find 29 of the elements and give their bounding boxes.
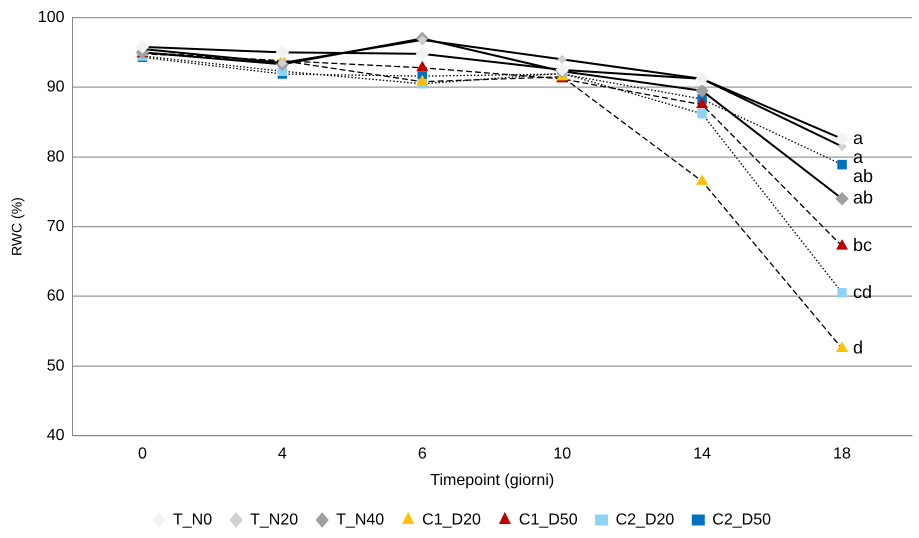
legend-label: C2_D20 bbox=[616, 511, 674, 528]
annotation: ab bbox=[853, 166, 874, 186]
x-tick-label: 4 bbox=[278, 446, 287, 463]
annotation: bc bbox=[853, 235, 872, 256]
y-tick-label: 50 bbox=[46, 357, 65, 374]
x-tick-label: 14 bbox=[693, 446, 712, 463]
legend-label: C1_D50 bbox=[518, 511, 578, 528]
y-tick-label: 60 bbox=[46, 288, 65, 305]
x-axis-title: Timepoint (giorni) bbox=[430, 472, 554, 489]
annotation: ab bbox=[853, 188, 874, 208]
annotation: a bbox=[853, 146, 864, 167]
legend-label: T_N40 bbox=[336, 511, 384, 528]
x-tick-label: 6 bbox=[418, 446, 427, 463]
y-tick-label: 90 bbox=[46, 78, 65, 96]
y-tick-label: 70 bbox=[46, 218, 65, 236]
x-tick-label: 10 bbox=[553, 446, 572, 463]
annotation: a bbox=[853, 128, 864, 148]
legend-label: C2_D50 bbox=[712, 511, 772, 528]
x-tick-label: 0 bbox=[138, 446, 147, 463]
legend-label: T_N0 bbox=[173, 511, 212, 528]
x-tick-label: 18 bbox=[833, 446, 852, 463]
y-tick-label: 40 bbox=[46, 427, 65, 444]
annotation: d bbox=[853, 337, 864, 358]
legend-label: C1_D20 bbox=[422, 511, 481, 528]
legend-label: T_N20 bbox=[250, 511, 298, 528]
y-tick-label: 80 bbox=[46, 148, 65, 166]
y-tick-label: 100 bbox=[38, 9, 65, 26]
y-axis-title: RWC (%) bbox=[8, 197, 24, 256]
annotation: cd bbox=[853, 282, 872, 302]
